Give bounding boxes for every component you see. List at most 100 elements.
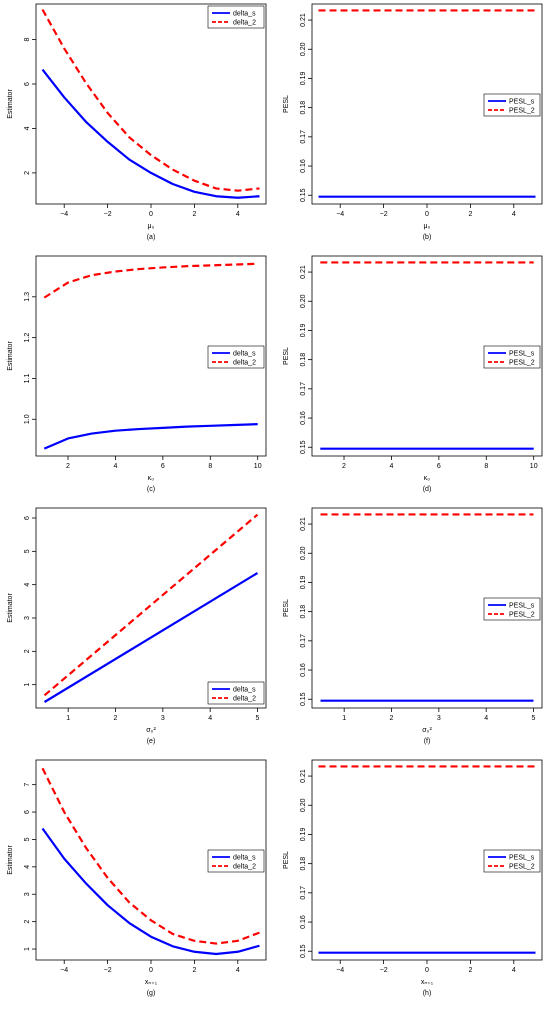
- x-axis-label: σ₀²: [422, 727, 432, 734]
- y-axis-label: Estimator: [7, 341, 14, 371]
- legend-label: PESL_2: [509, 864, 535, 871]
- series-line: [43, 423, 258, 450]
- x-tick-label: 4: [512, 211, 516, 218]
- y-tick-label: 3: [24, 892, 31, 896]
- y-axis-label: PESL: [283, 95, 290, 113]
- legend-label: delta_2: [233, 864, 256, 871]
- chart-panel: 1 2 3 4 5 0.15 0.16 0.17 0.18 0.19 0.20 0.21 σ₀² PESL…: [283, 507, 543, 745]
- x-tick-label: −4: [60, 211, 68, 218]
- y-tick-label: 0.15: [300, 440, 307, 454]
- series-line: [43, 262, 258, 299]
- y-tick-label: 0.20: [300, 546, 307, 560]
- y-tick-label: 0.18: [300, 101, 307, 115]
- y-tick-label: 6: [24, 82, 31, 86]
- y-tick-label: 0.20: [300, 42, 307, 56]
- y-tick-label: 3: [24, 616, 31, 620]
- y-tick-label: 0.16: [300, 159, 307, 173]
- x-tick-label: 8: [208, 463, 212, 470]
- y-tick-label: 0.15: [300, 692, 307, 706]
- legend: delta_s delta_2: [207, 681, 265, 705]
- y-tick-label: 0.15: [300, 944, 307, 958]
- x-tick-label: 10: [530, 463, 538, 470]
- y-axis-label: PESL: [283, 851, 290, 869]
- x-axis-label: xₙ₊₁: [145, 979, 158, 986]
- x-tick-label: −2: [380, 967, 388, 974]
- legend: PESL_s PESL_2: [483, 93, 541, 117]
- x-tick-label: 5: [256, 715, 260, 722]
- x-tick-label: 0: [149, 211, 153, 218]
- chart-panel: −4 −2 0 2 4 0.15 0.16 0.17 0.18 0.19 0.20 0.21 xₙ₊₁ P…: [283, 759, 543, 997]
- x-axis-label: μ₀: [148, 223, 155, 230]
- x-tick-label: 4: [236, 967, 240, 974]
- y-tick-label: 1: [24, 683, 31, 687]
- legend: delta_s delta_2: [207, 5, 265, 29]
- y-tick-label: 6: [24, 516, 31, 520]
- legend-label: delta_2: [233, 360, 256, 367]
- chart-panel: −4 −2 0 2 4 1 2 3 4 5 6 7 xₙ₊₁ Estimator (g) delta_sdel…: [7, 759, 267, 997]
- x-axis-label: xₙ₊₁: [421, 979, 434, 986]
- series-line: [41, 68, 260, 199]
- x-tick-label: −2: [380, 211, 388, 218]
- y-tick-label: 0.15: [300, 188, 307, 202]
- y-tick-label: 4: [24, 583, 31, 587]
- x-tick-label: −4: [336, 967, 344, 974]
- x-tick-label: 2: [192, 967, 196, 974]
- y-tick-label: 0.17: [300, 130, 307, 144]
- legend-label: PESL_s: [509, 603, 535, 610]
- y-tick-label: 0.21: [300, 265, 307, 279]
- x-tick-label: 3: [437, 715, 441, 722]
- y-tick-label: 6: [24, 810, 31, 814]
- panel-caption: (a): [147, 234, 156, 241]
- y-tick-label: 0.21: [300, 13, 307, 27]
- x-tick-label: 1: [66, 715, 70, 722]
- x-tick-label: 2: [468, 967, 472, 974]
- y-tick-label: 0.19: [300, 576, 307, 590]
- x-tick-label: 4: [208, 715, 212, 722]
- legend: delta_s delta_2: [207, 849, 265, 873]
- plot-frame: [311, 255, 543, 457]
- y-tick-label: 5: [24, 549, 31, 553]
- x-tick-label: 8: [484, 463, 488, 470]
- x-tick-label: −4: [336, 211, 344, 218]
- x-tick-label: −4: [60, 967, 68, 974]
- y-tick-label: 1.2: [24, 333, 31, 343]
- x-tick-label: 2: [66, 463, 70, 470]
- x-tick-label: 2: [390, 715, 394, 722]
- x-tick-label: 0: [425, 211, 429, 218]
- x-tick-label: 4: [484, 715, 488, 722]
- x-axis-label: κ₀: [424, 475, 431, 482]
- legend-label: delta_s: [233, 687, 256, 694]
- y-tick-label: 5: [24, 837, 31, 841]
- chart-panel: −4 −2 0 2 4 0.15 0.16 0.17 0.18 0.19 0.20 0.21 μ₀ PES…: [283, 3, 543, 241]
- legend: delta_s delta_2: [207, 345, 265, 369]
- x-tick-label: 4: [113, 463, 117, 470]
- x-tick-label: 2: [468, 211, 472, 218]
- legend-label: delta_2: [233, 696, 256, 703]
- y-tick-label: 0.16: [300, 915, 307, 929]
- y-tick-label: 4: [24, 865, 31, 869]
- legend-label: delta_s: [233, 855, 256, 862]
- y-axis-label: PESL: [283, 599, 290, 617]
- y-tick-label: 1: [24, 947, 31, 951]
- y-tick-label: 0.16: [300, 663, 307, 677]
- series-line: [43, 572, 259, 703]
- series-line: [41, 767, 260, 945]
- y-tick-label: 0.20: [300, 798, 307, 812]
- x-tick-label: 6: [437, 463, 441, 470]
- x-tick-label: 2: [192, 211, 196, 218]
- y-tick-label: 0.19: [300, 72, 307, 86]
- plot-frame: [35, 507, 267, 709]
- x-tick-label: 2: [342, 463, 346, 470]
- y-axis-label: PESL: [283, 347, 290, 365]
- y-tick-label: 0.17: [300, 634, 307, 648]
- legend: PESL_s PESL_2: [483, 849, 541, 873]
- chart-panel: 1 2 3 4 5 1 2 3 4 5 6 σ₀² Estimator (e) delta_s delta_2: [7, 507, 267, 745]
- panel-caption: (d): [423, 486, 432, 493]
- y-tick-label: 1.3: [24, 292, 31, 302]
- y-tick-label: 0.18: [300, 353, 307, 367]
- panel-caption: (e): [147, 738, 156, 745]
- x-tick-label: 4: [512, 967, 516, 974]
- y-axis-label: Estimator: [7, 845, 14, 875]
- x-tick-label: 2: [114, 715, 118, 722]
